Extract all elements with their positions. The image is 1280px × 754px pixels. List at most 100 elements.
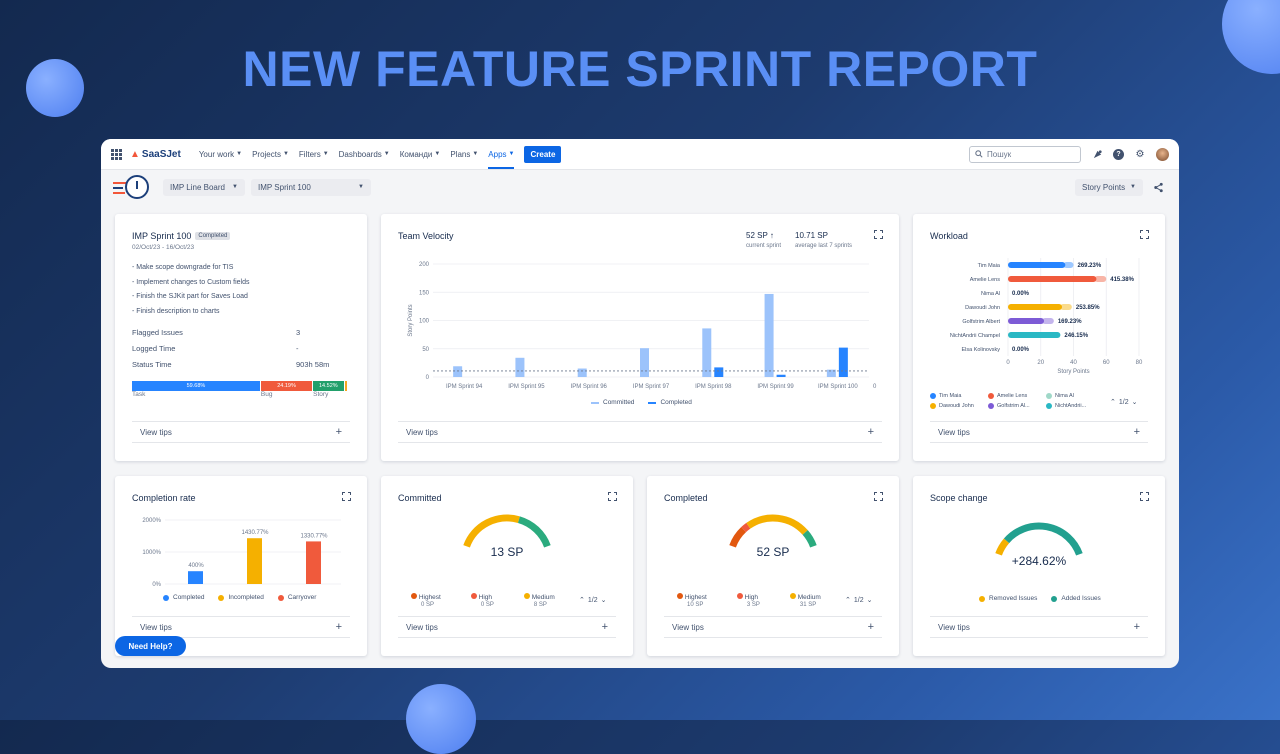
legend-item: Amelie Lens <box>988 393 1046 399</box>
gauge-segment-removed-issues <box>995 538 1010 556</box>
y-tick-label: 1000% <box>142 550 161 556</box>
x-tick-label: IPM Sprint 98 <box>695 384 732 390</box>
nav-apps[interactable]: Apps ▼ <box>488 149 515 169</box>
row-label: Dawoudi John <box>965 305 1000 311</box>
bar-completed <box>776 374 786 377</box>
nav-projects[interactable]: Projects ▼ <box>252 149 289 159</box>
bar-incompleted <box>247 538 262 584</box>
gauge-segment-high <box>741 522 751 533</box>
legend-item-highest: Highest 10 SP <box>677 593 707 608</box>
card-title: Completed <box>664 493 708 503</box>
expand-icon[interactable] <box>342 492 351 501</box>
nav-teams[interactable]: Команди ▼ <box>399 149 441 159</box>
expand-icon[interactable] <box>874 230 883 239</box>
percent-label: 269.23% <box>1078 263 1102 269</box>
need-help-button[interactable]: Need Help? <box>115 636 186 656</box>
breakdown-label-story: Story <box>313 391 329 398</box>
avatar[interactable] <box>1156 147 1169 161</box>
plus-icon: + <box>335 621 342 633</box>
share-icon[interactable] <box>1149 178 1167 196</box>
x-tick-label: 60 <box>1103 360 1110 366</box>
y-tick-label: 50 <box>422 347 429 353</box>
expand-icon[interactable] <box>608 492 617 501</box>
brand-logo[interactable]: ▲ SaaSJet <box>130 148 181 160</box>
grid-icon[interactable] <box>111 148 122 160</box>
row-label: NichtAndrii Champel <box>950 333 1000 339</box>
search-input[interactable]: Пошук <box>969 145 1081 163</box>
gauge-center-label: 13 SP <box>490 545 524 559</box>
team-velocity-card: Team Velocity 52 SP ↑ current sprint 10.7… <box>381 214 899 461</box>
view-tips-row[interactable]: View tips + <box>930 421 1148 443</box>
bar-committed <box>453 366 463 377</box>
chevron-down-icon: ⌄ <box>866 597 873 604</box>
breakdown-segment: 14.52% <box>313 381 344 391</box>
board-select[interactable]: IMP Line Board ▼ <box>163 178 245 196</box>
workload-bar <box>1008 318 1045 324</box>
legend-item-medium: Medium 8 SP <box>523 593 555 608</box>
list-item: - Finish the SJKit part for Saves Load <box>132 293 248 301</box>
chevron-down-icon: ▼ <box>358 184 364 190</box>
bar-committed <box>515 357 525 377</box>
dashboard-toolbar: IMP Line Board ▼ IMP Sprint 100 ▼ Story Po… <box>101 170 1179 204</box>
hero-title: NEW FEATURE SPRINT REPORT <box>242 41 1038 97</box>
nav-plans[interactable]: Plans ▼ <box>450 149 479 159</box>
sprint-select[interactable]: IMP Sprint 100 ▼ <box>251 178 371 196</box>
app-logo-icon <box>113 173 151 201</box>
notification-icon[interactable] <box>1091 148 1103 160</box>
bar-committed <box>764 293 774 377</box>
decor-circle <box>26 59 84 117</box>
legend-pager[interactable]: ⌃ 1/2 ⌄ <box>579 596 607 605</box>
legend-pager[interactable]: ⌃ 1/2 ⌄ <box>1110 398 1138 407</box>
nav-dashboards[interactable]: Dashboards ▼ <box>338 149 390 159</box>
view-tips-row[interactable]: View tips + <box>930 616 1148 638</box>
expand-icon[interactable] <box>1140 492 1149 501</box>
legend-item: Nima Al <box>1046 393 1104 399</box>
nav-your-work[interactable]: Your work ▼ <box>198 149 243 159</box>
card-title: Completion rate <box>132 493 196 503</box>
sprint-name: IMP Sprint 100 Completed <box>132 231 231 241</box>
view-tips-row[interactable]: View tips + <box>398 421 882 443</box>
list-item: - Finish description to charts <box>132 308 220 316</box>
plus-icon: + <box>601 621 608 633</box>
breakdown-label-task: Task <box>132 391 146 398</box>
nav-filters[interactable]: Filters ▼ <box>298 149 329 159</box>
x-tick-label: IPM Sprint 96 <box>571 384 608 390</box>
decor-circle <box>406 684 476 754</box>
legend-item-medium: Medium 31 SP <box>789 593 821 608</box>
gauge-segment-highest <box>729 527 747 548</box>
help-icon[interactable]: ? <box>1113 148 1124 160</box>
expand-icon[interactable] <box>874 492 883 501</box>
metric-select[interactable]: Story Points ▼ <box>1075 178 1143 196</box>
bar-completed <box>838 347 848 377</box>
list-item: - Make scope downgrade for TIS <box>132 264 234 271</box>
percent-label: 253.85% <box>1076 305 1100 311</box>
breakdown-segment: 24.19% <box>260 381 313 391</box>
legend-item: Dawoudi John <box>930 403 988 409</box>
view-tips-row[interactable]: View tips + <box>132 616 350 638</box>
legend-dot <box>988 393 994 399</box>
legend-dot <box>988 403 994 409</box>
legend-item-completed: Completed <box>163 594 204 601</box>
plus-icon: + <box>867 621 874 633</box>
search-icon <box>975 150 983 158</box>
workload-overflow-bar <box>1042 318 1054 324</box>
view-tips-row[interactable]: View tips + <box>132 421 350 443</box>
legend-pager[interactable]: ⌃ 1/2 ⌄ <box>845 596 873 605</box>
legend-item-carryover: Carryover <box>277 594 316 601</box>
legend-label: NichtAndrii... <box>1055 403 1087 409</box>
x-tick-label: IPM Sprint 97 <box>633 384 670 390</box>
workload-bar <box>1008 276 1097 282</box>
settings-icon[interactable]: ⚙ <box>1135 148 1145 160</box>
x-tick-label: 20 <box>1037 360 1044 366</box>
completion-chart: 0% 1000% 2000% 400% 1430.77% 1330.77% <box>142 518 341 588</box>
create-button[interactable]: Create <box>524 145 562 163</box>
bar-committed <box>826 369 836 377</box>
view-tips-row[interactable]: View tips + <box>398 616 616 638</box>
expand-icon[interactable] <box>1140 230 1149 239</box>
bar-committed <box>702 328 712 377</box>
legend-item-high: High 0 SP <box>470 593 494 608</box>
row-label: Nima Al <box>981 291 1000 297</box>
view-tips-row[interactable]: View tips + <box>664 616 882 638</box>
bar-carryover <box>306 541 321 584</box>
workload-overflow-bar <box>1060 304 1072 310</box>
